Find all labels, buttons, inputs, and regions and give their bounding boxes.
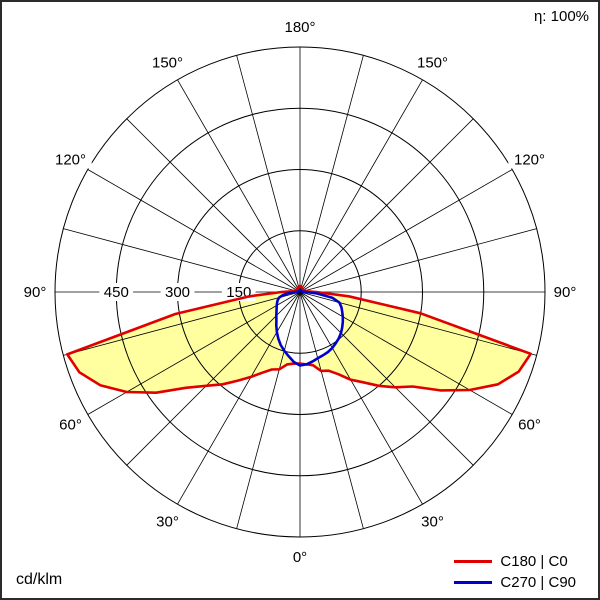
label-bg [508,150,551,169]
legend-line-blue-icon [454,580,493,584]
legend-label-c270-c90: C270 | C90 [500,573,576,591]
radial-tick-label: 450 [104,284,129,301]
label-bg [99,283,134,301]
label-bg [150,512,185,531]
angle-tick-label: 120° [55,152,86,169]
angle-tick-label: 90° [554,284,577,301]
angle-tick-label: 60° [59,417,82,434]
label-bg [146,53,189,72]
efficiency-value: η: 100% [533,8,589,25]
label-bg [512,415,547,434]
label-bg [18,283,52,301]
label-bg [160,283,195,301]
label-bg [278,18,322,36]
label-bg [287,548,313,566]
label-bg [415,512,450,531]
angle-tick-label: 150° [417,55,448,72]
radial-tick-label: 300 [165,284,190,301]
intensity-curves [66,284,532,394]
series-curve-0 [66,284,532,394]
angle-tick-label: 30° [421,514,444,531]
legend-item-c270-c90: C270 | C90 [454,573,576,591]
unit-label: cd/klm [16,571,63,588]
axis-labels: 1503004500°30°30°60°60°90°90°120°120°150… [18,18,582,566]
grid-circle [54,46,546,538]
label-bg [49,150,92,169]
angle-tick-label: 180° [284,19,315,36]
legend-item-c180-c0: C180 | C0 [454,552,576,570]
angle-tick-label: 150° [152,55,183,72]
legend-label-c180-c0: C180 | C0 [500,552,568,570]
angle-tick-label: 30° [156,514,179,531]
legend: C180 | C0 C270 | C90 [454,552,576,591]
label-bg [548,283,582,301]
label-bg [411,53,454,72]
angle-tick-label: 90° [24,284,47,301]
legend-line-red-icon [454,559,493,563]
series-curve-1 [275,288,345,367]
angle-tick-label: 60° [518,417,541,434]
label-bg [53,415,88,434]
angle-tick-label: 0° [293,549,307,566]
angle-tick-label: 120° [514,152,545,169]
